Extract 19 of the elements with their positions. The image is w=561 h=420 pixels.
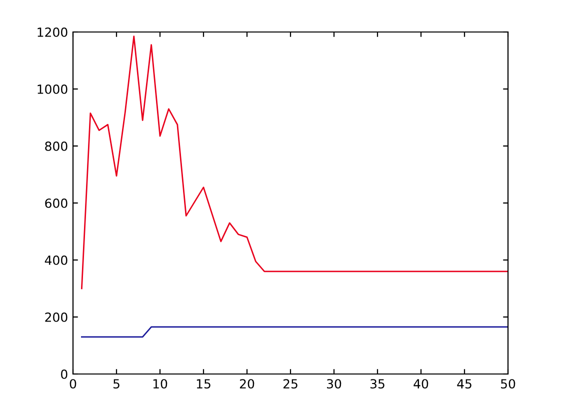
x-tick-label: 50 bbox=[501, 379, 516, 389]
y-tick-label: 1200 bbox=[38, 27, 68, 37]
y-tick-label: 400 bbox=[44, 255, 68, 265]
x-tick-label: 35 bbox=[370, 379, 384, 389]
x-tick-label: 30 bbox=[327, 379, 342, 389]
line-series bbox=[81, 36, 508, 290]
x-tick-label: 40 bbox=[414, 379, 428, 389]
x-tick-label: 5 bbox=[113, 379, 120, 389]
y-tick-label: 0 bbox=[61, 369, 68, 379]
x-tick-label: 20 bbox=[240, 379, 254, 389]
x-tick-label: 15 bbox=[196, 379, 210, 389]
y-tick-label: 800 bbox=[45, 141, 68, 151]
y-tick-label: 200 bbox=[45, 312, 68, 322]
x-tick-label: 0 bbox=[70, 379, 76, 389]
x-tick-label: 45 bbox=[457, 379, 472, 389]
y-tick-label: 1000 bbox=[38, 84, 68, 94]
x-tick-label: 10 bbox=[153, 379, 168, 389]
y-tick-label: 600 bbox=[45, 198, 68, 208]
x-tick-label: 25 bbox=[283, 379, 298, 389]
